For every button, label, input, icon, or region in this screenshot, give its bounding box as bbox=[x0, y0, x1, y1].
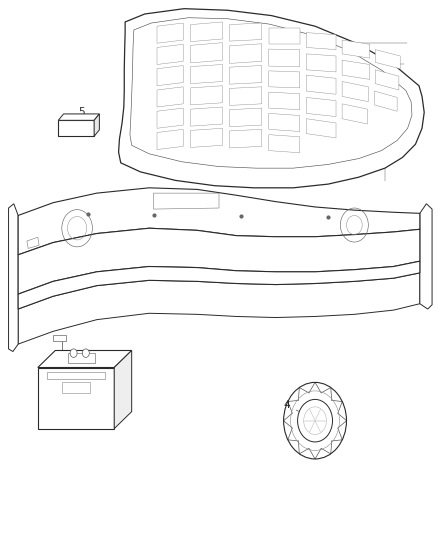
Polygon shape bbox=[18, 188, 420, 255]
Polygon shape bbox=[191, 86, 223, 105]
Polygon shape bbox=[306, 98, 336, 117]
Polygon shape bbox=[191, 128, 223, 148]
Text: 3: 3 bbox=[74, 370, 92, 385]
Polygon shape bbox=[342, 82, 368, 102]
Polygon shape bbox=[18, 261, 420, 309]
Polygon shape bbox=[269, 135, 300, 153]
Polygon shape bbox=[157, 66, 183, 86]
Polygon shape bbox=[306, 75, 336, 94]
Polygon shape bbox=[375, 70, 399, 90]
Polygon shape bbox=[420, 204, 432, 309]
Polygon shape bbox=[119, 9, 424, 188]
Polygon shape bbox=[306, 119, 336, 138]
Polygon shape bbox=[269, 71, 300, 88]
Polygon shape bbox=[58, 114, 99, 120]
Circle shape bbox=[70, 349, 77, 358]
Polygon shape bbox=[58, 120, 94, 136]
Polygon shape bbox=[153, 193, 219, 209]
Polygon shape bbox=[157, 108, 183, 128]
Polygon shape bbox=[157, 130, 183, 150]
Polygon shape bbox=[18, 273, 420, 344]
Polygon shape bbox=[53, 335, 66, 341]
Polygon shape bbox=[342, 40, 370, 58]
Polygon shape bbox=[68, 353, 95, 363]
Polygon shape bbox=[157, 87, 183, 107]
Polygon shape bbox=[230, 87, 262, 106]
Polygon shape bbox=[342, 60, 370, 79]
Polygon shape bbox=[38, 351, 132, 368]
Polygon shape bbox=[62, 382, 90, 393]
Polygon shape bbox=[191, 107, 223, 126]
Polygon shape bbox=[306, 54, 336, 72]
Polygon shape bbox=[230, 108, 262, 127]
Polygon shape bbox=[342, 104, 367, 124]
Text: 1: 1 bbox=[124, 227, 155, 237]
Polygon shape bbox=[94, 114, 99, 136]
Text: 4: 4 bbox=[283, 400, 299, 411]
Polygon shape bbox=[269, 28, 300, 44]
Polygon shape bbox=[230, 66, 262, 84]
Polygon shape bbox=[269, 92, 300, 110]
Polygon shape bbox=[230, 130, 262, 148]
Polygon shape bbox=[230, 44, 262, 63]
Polygon shape bbox=[230, 23, 262, 41]
Polygon shape bbox=[27, 237, 39, 248]
Polygon shape bbox=[191, 43, 223, 63]
Polygon shape bbox=[157, 23, 183, 43]
Polygon shape bbox=[9, 204, 18, 352]
Circle shape bbox=[82, 349, 89, 358]
Polygon shape bbox=[191, 22, 223, 42]
Polygon shape bbox=[375, 50, 400, 69]
Text: 5: 5 bbox=[78, 107, 98, 119]
Polygon shape bbox=[18, 228, 420, 294]
Polygon shape bbox=[269, 114, 300, 132]
Polygon shape bbox=[269, 49, 300, 67]
Polygon shape bbox=[114, 351, 132, 429]
Polygon shape bbox=[46, 372, 106, 379]
Polygon shape bbox=[191, 64, 223, 84]
Polygon shape bbox=[374, 91, 397, 111]
Polygon shape bbox=[306, 33, 336, 50]
Polygon shape bbox=[38, 368, 114, 429]
Polygon shape bbox=[157, 44, 183, 64]
